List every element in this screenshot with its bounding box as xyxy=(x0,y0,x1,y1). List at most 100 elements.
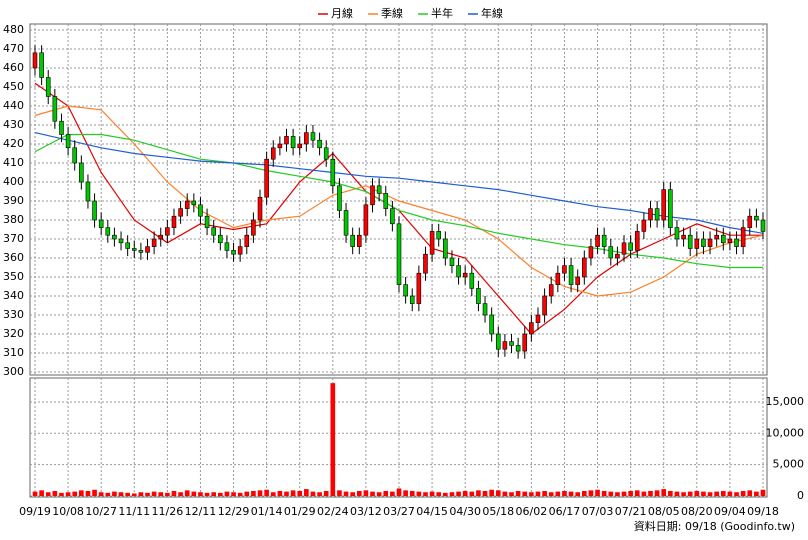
volume-bar xyxy=(495,490,501,496)
volume-bar xyxy=(363,490,369,496)
volume-bar xyxy=(310,491,316,496)
x-tick-label: 09/18 xyxy=(747,505,779,518)
candle-body xyxy=(568,265,574,285)
volume-bar xyxy=(356,490,362,496)
volume-bar xyxy=(668,490,673,496)
volume-bar xyxy=(436,492,442,496)
volume-bar xyxy=(575,492,581,496)
volume-bar xyxy=(297,490,303,496)
candle-body xyxy=(495,333,501,350)
candle-body xyxy=(409,295,415,304)
candle-body xyxy=(529,322,534,335)
volume-panel xyxy=(29,377,768,498)
candle-body xyxy=(482,303,488,316)
volume-bar xyxy=(740,490,746,496)
candle-body xyxy=(634,231,640,251)
candle-body xyxy=(668,189,673,228)
candle-body xyxy=(456,265,461,278)
candle-body xyxy=(218,234,223,244)
candle-body xyxy=(138,250,144,253)
candle-body xyxy=(396,223,402,285)
y-tick-label: 450 xyxy=(3,80,24,93)
candle-body xyxy=(754,215,759,221)
volume-bar xyxy=(449,492,455,496)
candle-body xyxy=(198,204,203,217)
candle-body xyxy=(39,52,44,78)
y-tick-label: 340 xyxy=(3,289,24,302)
y-tick-label: 320 xyxy=(3,327,24,340)
volume-bar xyxy=(462,490,468,496)
y-tick-label: 430 xyxy=(3,118,24,131)
volume-bar xyxy=(198,492,203,496)
volume-bar xyxy=(555,491,561,496)
volume-bar xyxy=(217,492,223,496)
candle-body xyxy=(363,204,369,236)
candle-body xyxy=(489,314,494,335)
x-tick-label: 10/08 xyxy=(52,505,84,518)
moving-average-line xyxy=(34,132,764,234)
candle-body xyxy=(535,314,541,323)
volume-bar xyxy=(284,491,289,496)
volume-bar xyxy=(674,491,680,496)
legend-label: 半年 xyxy=(431,6,453,20)
candle-body xyxy=(740,227,746,247)
volume-tick-label: 5,000 xyxy=(773,458,805,471)
volume-bar xyxy=(714,491,719,496)
volume-bar xyxy=(615,492,620,496)
volume-bar xyxy=(145,492,150,496)
volume-bar xyxy=(277,490,283,496)
candle-body xyxy=(562,265,567,274)
candle-body xyxy=(661,189,667,221)
candle-body xyxy=(92,200,97,221)
volume-bar xyxy=(317,492,322,496)
volume-bar xyxy=(687,491,693,496)
candle-body xyxy=(701,238,706,247)
x-tick-label: 06/17 xyxy=(549,505,581,518)
volume-bar xyxy=(244,491,250,496)
volume-bar xyxy=(409,490,415,496)
volume-bar xyxy=(290,490,296,496)
footer: 資料日期: 09/18 (Goodinfo.tw) xyxy=(634,519,795,533)
volume-bar xyxy=(131,493,137,496)
volume-bar xyxy=(476,490,481,496)
candle-body xyxy=(423,253,428,274)
candle-body xyxy=(687,234,693,249)
volume-bar xyxy=(747,490,753,496)
volume-bar xyxy=(628,490,633,496)
candle-body xyxy=(542,295,547,316)
x-tick-label: 08/20 xyxy=(681,505,713,518)
candle-body xyxy=(131,248,137,251)
volume-bar xyxy=(171,490,177,496)
candle-body xyxy=(416,272,422,304)
x-tick-label: 06/02 xyxy=(516,505,548,518)
volume-bar xyxy=(191,491,197,496)
candle-body xyxy=(575,276,580,285)
volume-bar xyxy=(79,490,84,496)
candle-body xyxy=(509,341,514,346)
volume-tick-label: 10,000 xyxy=(766,426,805,439)
volume-bar xyxy=(621,491,627,496)
candle-body xyxy=(582,257,587,278)
volume-bar xyxy=(542,490,547,496)
volume-bar xyxy=(59,492,64,496)
y-tick-label: 370 xyxy=(3,232,24,245)
candle-body xyxy=(727,238,733,244)
volume-bar xyxy=(370,491,375,496)
volume-bar xyxy=(595,489,600,496)
volume-bar xyxy=(72,491,78,496)
candle-body xyxy=(211,227,216,236)
candle-body xyxy=(681,234,686,240)
y-tick-label: 480 xyxy=(3,23,24,36)
volume-bar xyxy=(522,491,528,496)
x-tick-label: 08/05 xyxy=(648,505,680,518)
candle-body xyxy=(32,52,38,69)
x-tick-label: 07/03 xyxy=(582,505,614,518)
legend-label: 月線 xyxy=(331,6,353,20)
candle-body xyxy=(323,147,329,160)
volume-bar xyxy=(337,490,342,496)
volume-bar xyxy=(601,490,607,496)
volume-bar xyxy=(648,490,653,496)
moving-average-line xyxy=(34,105,764,297)
candle-body xyxy=(615,253,620,259)
volume-bar xyxy=(681,492,686,496)
